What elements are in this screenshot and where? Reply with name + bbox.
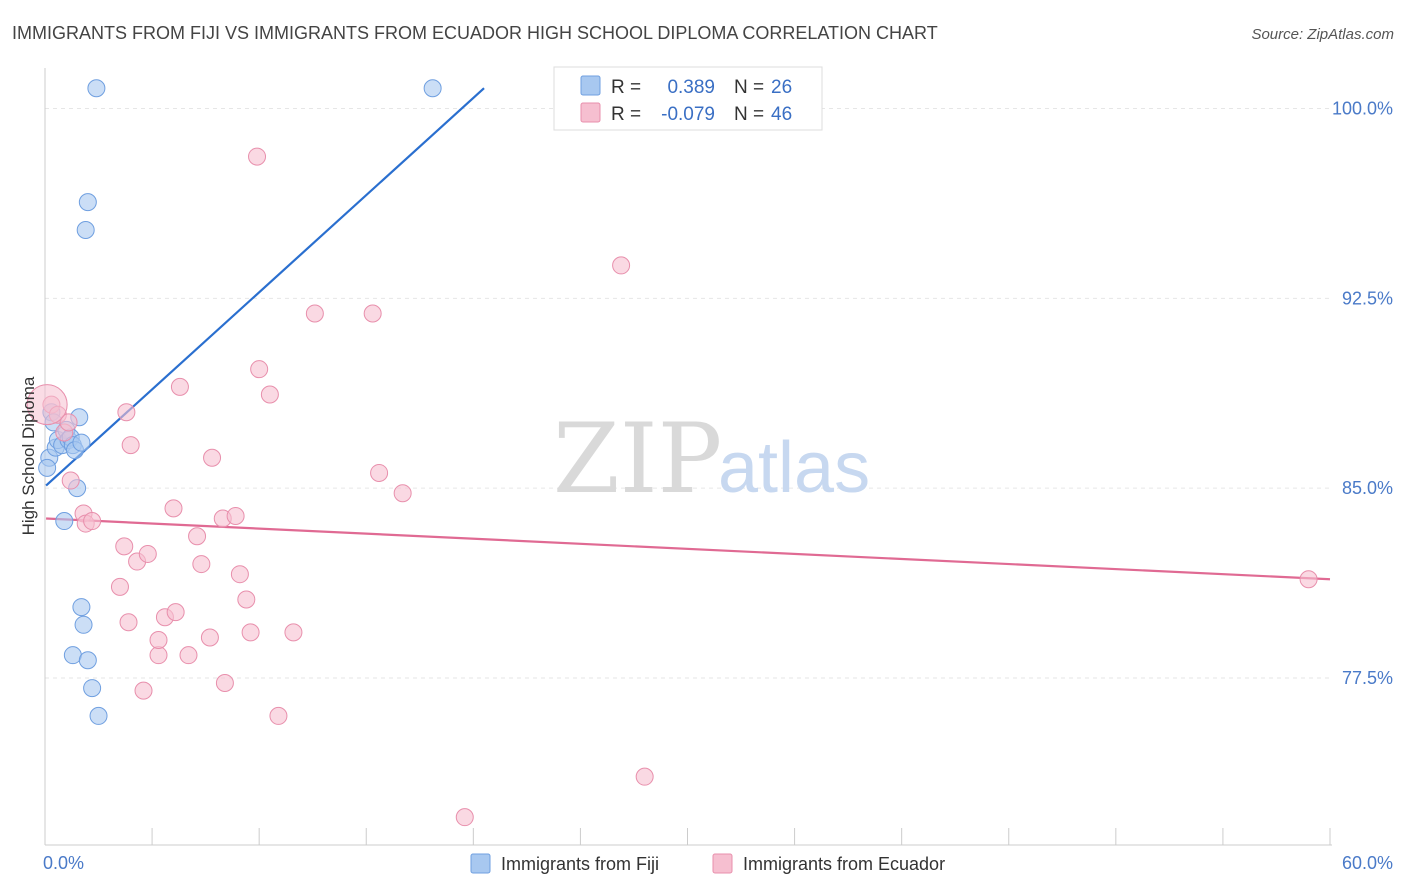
point-ecuador — [248, 147, 267, 166]
series-legend-swatch-ecuador — [712, 853, 733, 874]
point-ecuador — [83, 512, 102, 531]
point-ecuador — [119, 613, 138, 632]
point-fiji — [74, 615, 93, 634]
point-ecuador — [134, 681, 153, 700]
point-ecuador — [284, 623, 303, 642]
point-ecuador — [393, 484, 412, 503]
point-ecuador — [305, 304, 324, 323]
point-ecuador — [370, 463, 389, 482]
trend-line-ecuador — [46, 517, 1331, 581]
point-fiji — [55, 512, 74, 531]
watermark-zip: ZIP — [553, 403, 722, 515]
point-ecuador — [200, 628, 219, 647]
series-legend-swatch-fiji — [470, 853, 491, 874]
stats-legend-r-label-ecuador: R = — [611, 104, 641, 125]
point-fiji — [89, 706, 108, 725]
point-ecuador — [138, 544, 157, 563]
trend-lines — [45, 87, 1331, 581]
point-fiji — [63, 646, 82, 665]
watermark: ZIP atlas — [553, 403, 870, 515]
point-fiji — [83, 679, 102, 698]
data-points — [26, 79, 1318, 827]
stats-legend-r-value-fiji: 0.389 — [667, 77, 715, 98]
stats-legend-n-value-fiji: 26 — [771, 77, 792, 98]
series-legend: Immigrants from Fiji Immigrants from Ecu… — [470, 853, 945, 874]
stats-legend-r-value-ecuador: -0.079 — [661, 104, 715, 125]
point-fiji — [72, 598, 91, 617]
stats-legend-swatch-fiji — [580, 75, 601, 96]
point-fiji — [78, 651, 97, 670]
stats-legend-r-label-fiji: R = — [611, 77, 641, 98]
point-ecuador — [215, 674, 234, 693]
stats-legend-swatch-ecuador — [580, 102, 601, 123]
point-fiji — [423, 79, 442, 98]
point-fiji — [38, 458, 57, 477]
point-ecuador — [226, 506, 245, 525]
point-ecuador — [149, 646, 168, 665]
gridlines — [45, 107, 1332, 679]
y-axis-label: High School Diploma — [19, 376, 38, 535]
point-ecuador — [117, 403, 136, 422]
y-tick-labels: 77.5% 85.0% 92.5% 100.0% — [1332, 98, 1393, 687]
stats-legend-n-label-ecuador: N = — [734, 104, 764, 125]
point-ecuador — [260, 385, 279, 404]
point-ecuador — [1299, 570, 1318, 589]
point-ecuador — [188, 527, 207, 546]
point-ecuador — [250, 360, 269, 379]
y-tick-label: 85.0% — [1342, 478, 1393, 498]
point-ecuador — [269, 706, 288, 725]
stats-legend-n-label-fiji: N = — [734, 77, 764, 98]
y-tick-label: 92.5% — [1342, 288, 1393, 308]
point-ecuador — [230, 565, 249, 584]
point-fiji — [72, 433, 91, 452]
x-tick-label-min: 0.0% — [43, 853, 84, 873]
chart-title: IMMIGRANTS FROM FIJI VS IMMIGRANTS FROM … — [12, 23, 938, 43]
point-ecuador — [237, 590, 256, 609]
y-tick-label: 100.0% — [1332, 98, 1393, 118]
point-fiji — [78, 193, 97, 212]
point-ecuador — [149, 630, 168, 649]
point-fiji — [76, 220, 95, 239]
point-ecuador — [61, 471, 80, 490]
series-legend-label-ecuador: Immigrants from Ecuador — [743, 854, 945, 874]
point-ecuador — [166, 603, 185, 622]
point-ecuador — [170, 377, 189, 396]
trend-line-fiji — [45, 87, 485, 487]
point-ecuador — [121, 436, 140, 455]
x-tick-label-max: 60.0% — [1342, 853, 1393, 873]
chart-source: Source: ZipAtlas.com — [1251, 26, 1394, 43]
point-ecuador-large — [26, 384, 68, 426]
watermark-atlas: atlas — [718, 428, 870, 508]
point-ecuador — [110, 577, 129, 596]
point-ecuador — [635, 767, 654, 786]
stats-legend: R = 0.389 N = 26 R = -0.079 N = 46 — [553, 66, 823, 131]
x-tick-marks — [44, 828, 1331, 845]
point-ecuador — [203, 448, 222, 467]
point-fiji — [87, 79, 106, 98]
stats-legend-n-value-ecuador: 46 — [771, 104, 792, 125]
point-ecuador — [192, 555, 211, 574]
series-legend-label-fiji: Immigrants from Fiji — [501, 854, 659, 874]
point-ecuador — [612, 256, 631, 275]
point-ecuador — [363, 304, 382, 323]
point-ecuador — [179, 646, 198, 665]
point-ecuador — [59, 413, 78, 432]
point-ecuador — [164, 499, 183, 518]
y-tick-label: 77.5% — [1342, 668, 1393, 688]
point-ecuador — [115, 537, 134, 556]
point-ecuador — [455, 808, 474, 827]
point-ecuador — [241, 623, 260, 642]
